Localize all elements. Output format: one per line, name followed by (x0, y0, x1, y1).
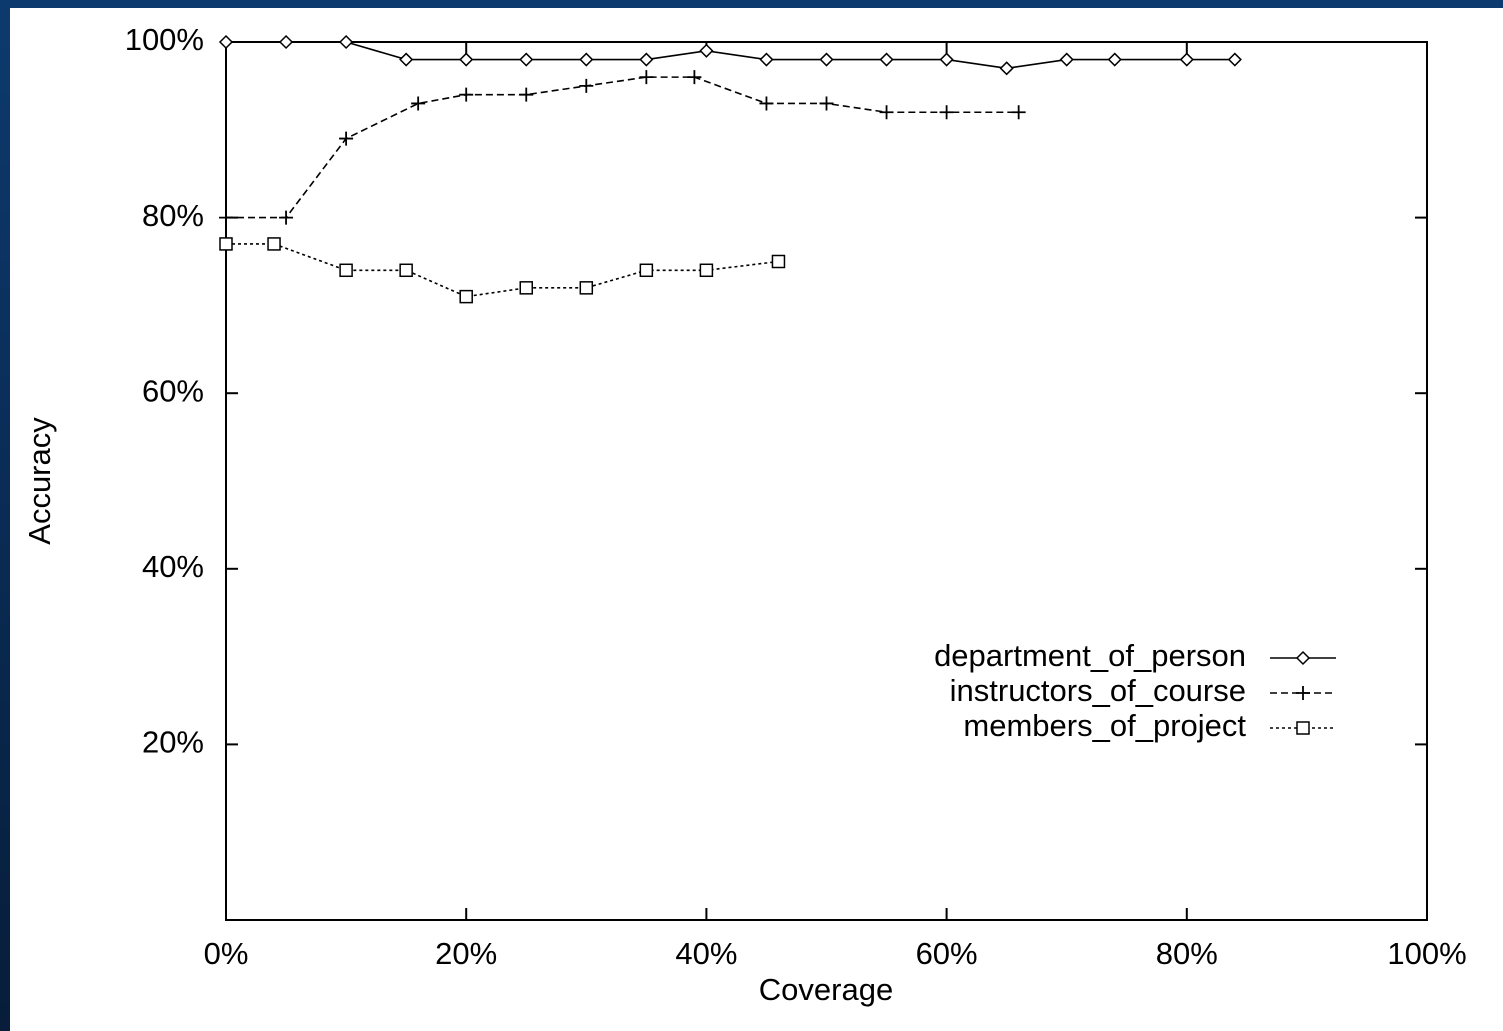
series-line (226, 243, 779, 298)
y-axis-label: Accuracy (22, 417, 57, 545)
data-point (279, 210, 294, 225)
y-tick-label: 80% (142, 198, 204, 233)
data-point (819, 52, 834, 67)
data-point (579, 52, 594, 67)
series-line (226, 41, 1235, 70)
data-point (1059, 52, 1074, 67)
data-point (278, 34, 294, 50)
data-point (639, 263, 654, 278)
legend-label: members_of_project (963, 708, 1246, 743)
data-point (579, 78, 594, 93)
data-point (1011, 105, 1026, 120)
legend-label: instructors_of_course (950, 673, 1246, 708)
plot-frame (225, 41, 1428, 921)
x-tick-label: 80% (1156, 936, 1218, 971)
data-point (579, 281, 594, 295)
data-point (639, 52, 654, 67)
data-point (879, 105, 894, 120)
data-point (819, 96, 834, 111)
data-point (459, 289, 473, 304)
data-point (339, 263, 353, 278)
data-point (399, 263, 413, 278)
x-tick-label: 100% (1387, 936, 1466, 971)
data-point (339, 34, 354, 50)
data-point (218, 34, 234, 50)
data-point (699, 263, 714, 278)
data-point (879, 52, 894, 67)
y-tick-label: 40% (142, 549, 204, 584)
data-point (759, 96, 774, 111)
data-point (519, 52, 534, 67)
data-point (411, 96, 426, 111)
data-point (939, 105, 954, 120)
legend-marker (1296, 686, 1310, 700)
y-tick-label: 60% (142, 373, 204, 408)
y-tick-label: 100% (125, 22, 204, 57)
data-point (519, 87, 534, 102)
data-point (339, 131, 354, 146)
data-point (399, 52, 414, 67)
x-axis-label: Coverage (759, 972, 893, 1007)
data-point (759, 52, 774, 67)
data-point (939, 52, 954, 67)
data-point (519, 281, 533, 295)
x-tick-label: 20% (435, 936, 497, 971)
series-line (226, 76, 1019, 219)
data-point (771, 254, 786, 269)
data-point (699, 43, 714, 58)
x-tick-label: 60% (916, 936, 978, 971)
data-point (1179, 52, 1194, 67)
data-point (639, 70, 654, 85)
data-point (1227, 52, 1242, 67)
data-point (999, 61, 1014, 76)
data-point (459, 52, 474, 67)
y-tick-label: 20% (142, 725, 204, 760)
data-point (459, 87, 474, 102)
data-point (1107, 52, 1122, 67)
data-point (267, 237, 281, 251)
x-tick-label: 40% (675, 936, 737, 971)
data-point (219, 237, 233, 251)
legend-marker (1295, 650, 1311, 666)
legend-marker (1296, 721, 1310, 735)
legend-label: department_of_person (934, 638, 1246, 673)
data-point (219, 210, 233, 225)
x-tick-label: 0% (204, 936, 249, 971)
chart-background (10, 8, 1503, 1031)
data-point (687, 70, 702, 85)
